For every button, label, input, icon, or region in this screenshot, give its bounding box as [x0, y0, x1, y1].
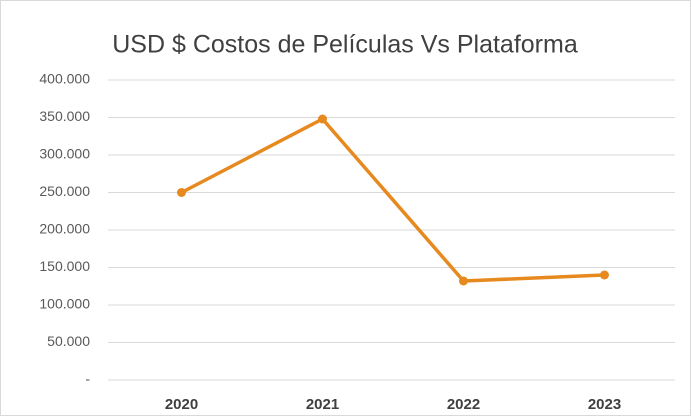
y-tick-label: - — [85, 371, 90, 387]
y-tick-label: 100.000 — [39, 296, 90, 312]
point — [177, 188, 186, 197]
y-tick-label: 400.000 — [39, 71, 90, 87]
y-tick-label: 300.000 — [39, 146, 90, 162]
y-tick-label: 150.000 — [39, 258, 90, 274]
x-tick-label: 2022 — [447, 396, 480, 413]
y-tick-label: 50.000 — [47, 333, 90, 349]
x-tick-label: 2020 — [165, 396, 198, 413]
chart-title: USD $ Costos de Películas Vs Plataforma — [112, 31, 578, 59]
y-tick-label: 250.000 — [39, 183, 90, 199]
point — [600, 270, 609, 280]
point — [318, 114, 327, 124]
point — [459, 276, 468, 286]
line — [180, 117, 605, 283]
x-tick-label: 2023 — [588, 396, 621, 413]
y-tick-label: 200.000 — [39, 221, 90, 237]
y-tick-label: 350.000 — [39, 108, 90, 124]
x-tick-label: 2021 — [306, 396, 339, 413]
